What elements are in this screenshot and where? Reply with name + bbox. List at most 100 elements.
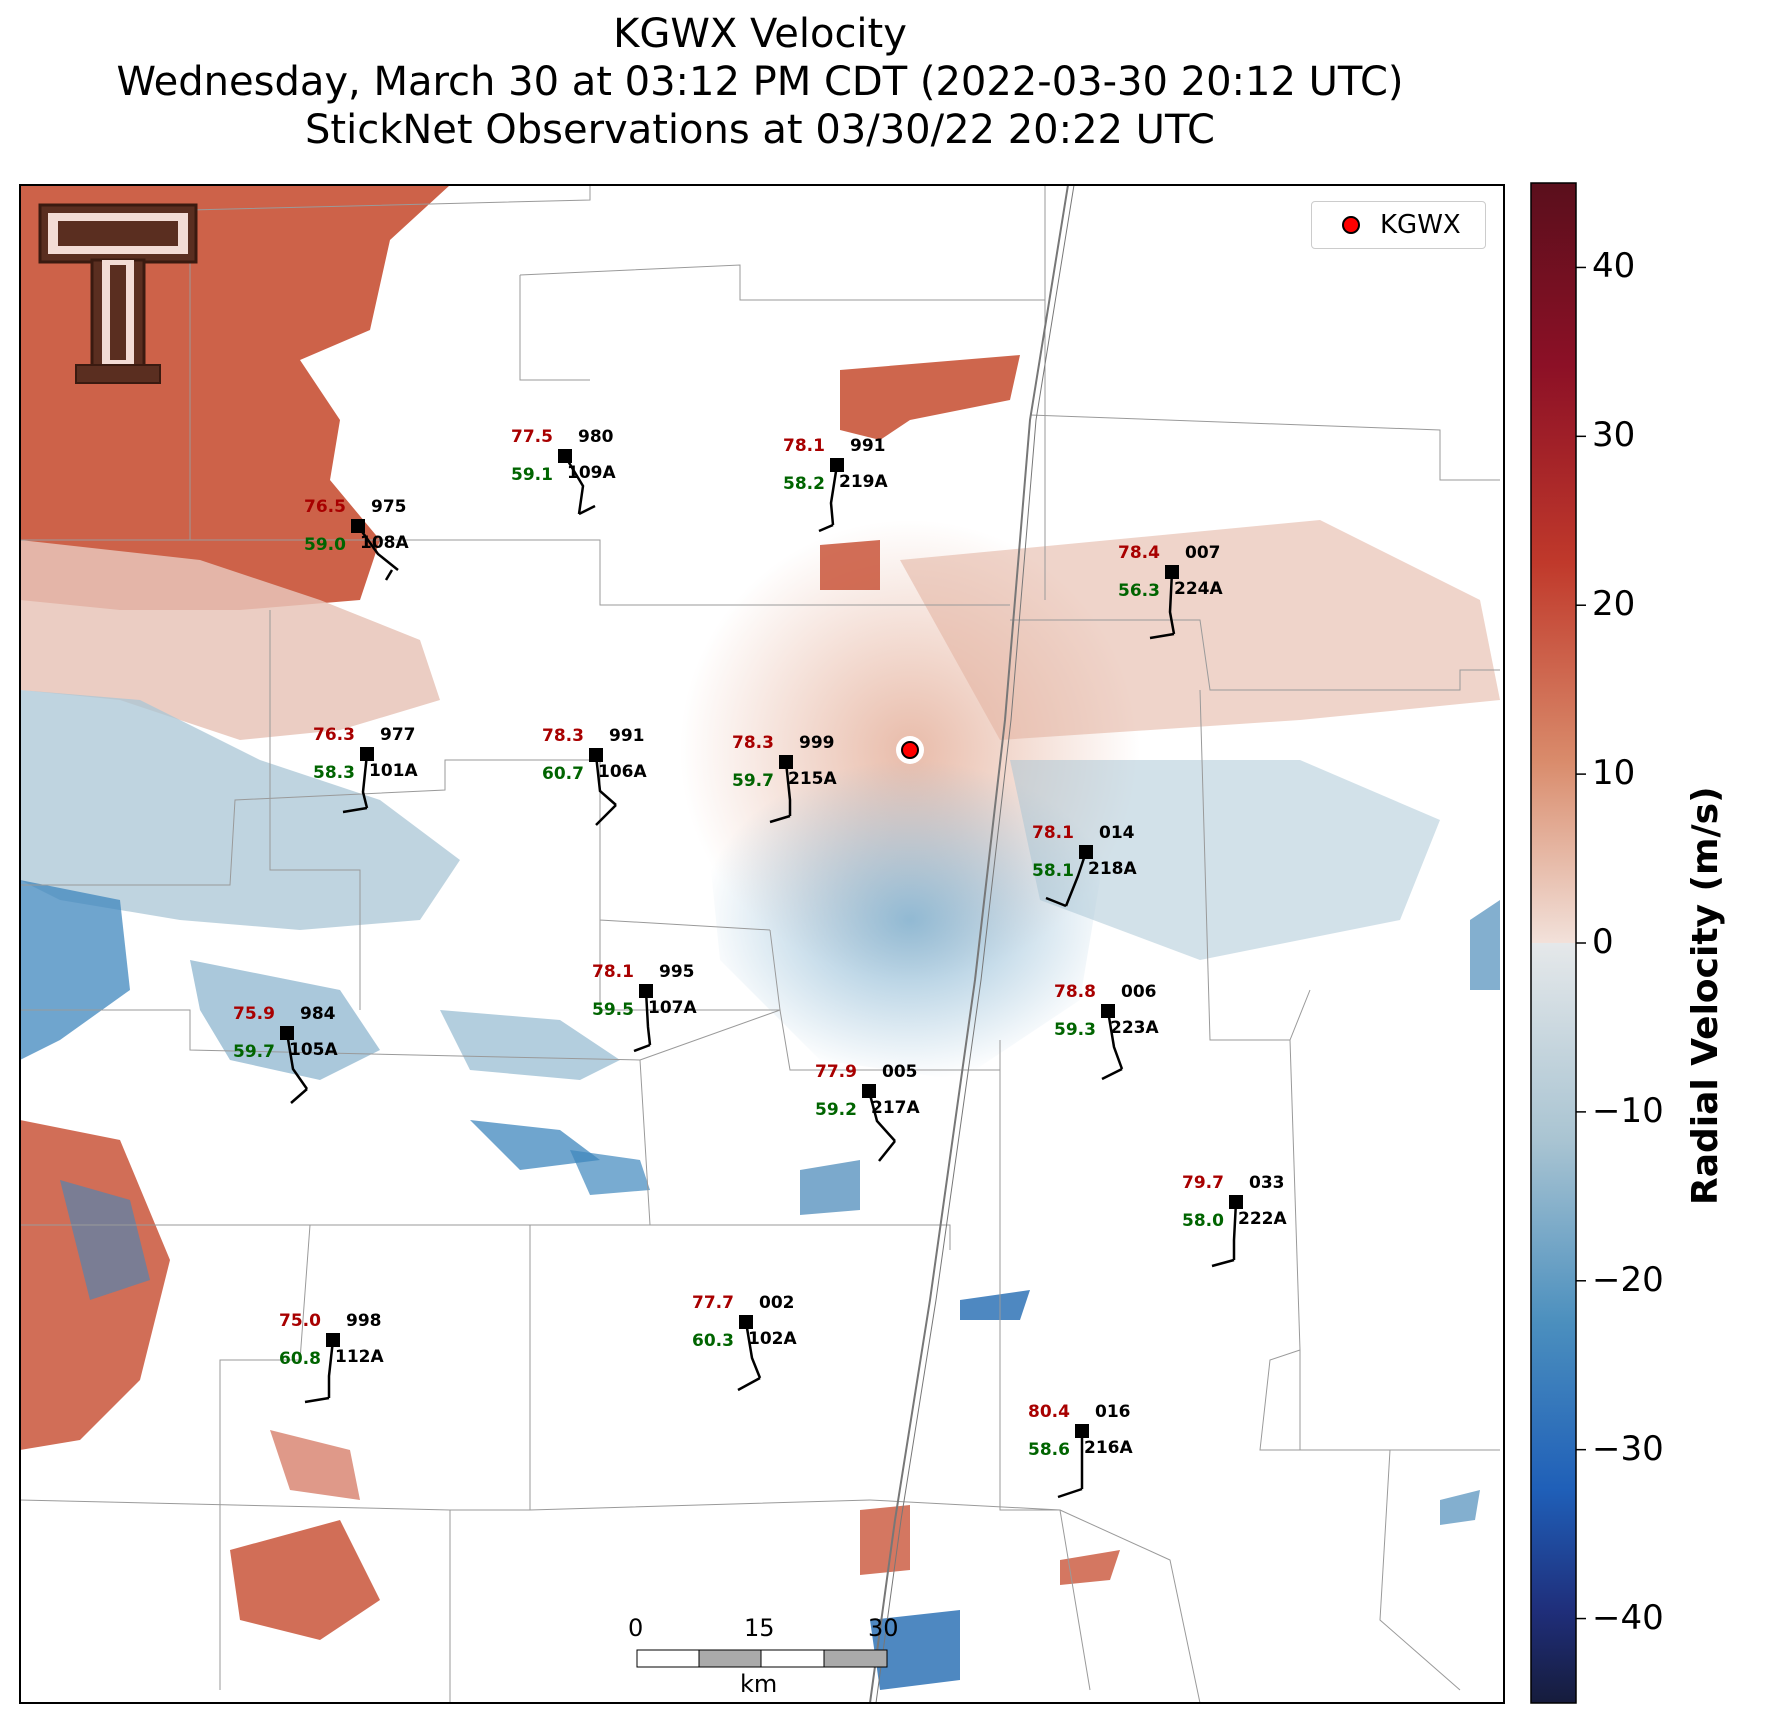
station-id: 224A [1174,579,1223,599]
wind-barb-shaft [829,464,839,526]
station-dewpoint: 58.1 [1032,861,1074,881]
wind-barb-flag [595,804,617,826]
wind-barb-shaft [1064,851,1088,907]
wind-barb-flag [1101,1067,1123,1081]
station-temperature: 78.1 [783,436,825,456]
colorbar-title: Radial Velocity (m/s) [1685,786,1726,1205]
wind-barb-flag [878,1140,896,1162]
station-215A: 78.3 999 59.7 215A [732,733,837,824]
station-dewpoint: 60.7 [542,764,584,784]
station-dewpoint: 58.3 [313,763,355,783]
title-radar: KGWX Velocity [613,11,907,57]
station-temperature: 78.1 [1032,823,1074,843]
scalebar-unit: km [740,1670,778,1698]
station-pressure: 002 [759,1293,795,1313]
station-marker-icon [639,984,653,998]
station-pressure: 991 [609,726,645,746]
wind-barb-flag [737,1376,761,1392]
station-pressure: 977 [380,725,416,745]
station-marker-icon [862,1084,876,1098]
wind-barb-shaft [361,753,369,809]
station-218A: 78.1 014 58.1 218A [1032,823,1137,908]
station-dewpoint: 59.7 [233,1042,275,1062]
legend-marker-icon [1342,216,1360,234]
station-216A: 80.4 016 58.6 216A [1028,1402,1133,1499]
station-pressure: 995 [659,962,695,982]
station-temperature: 75.0 [279,1311,321,1331]
texas-tech-logo [38,203,198,384]
wind-barb-flag [1149,632,1175,640]
colorbar-tick-label: 10 [1592,753,1636,794]
station-id: 109A [567,463,616,483]
station-pressure: 006 [1121,982,1157,1002]
wind-barb-flag [1211,1258,1235,1268]
station-dewpoint: 59.3 [1054,1020,1096,1040]
station-106A: 78.3 991 60.7 106A [542,726,647,826]
station-temperature: 78.3 [732,733,774,753]
station-pressure: 007 [1185,543,1221,563]
station-marker-icon [280,1026,294,1040]
wind-barb-flag [1057,1487,1083,1499]
station-id: 216A [1084,1438,1133,1458]
station-temperature: 78.3 [542,726,584,746]
station-id: 219A [839,472,888,492]
station-pressure: 984 [300,1004,336,1024]
station-temperature: 76.3 [313,725,355,745]
station-dewpoint: 58.0 [1182,1211,1224,1231]
station-marker-icon [351,519,365,533]
state-boundary [869,185,1075,1703]
station-dewpoint: 58.6 [1028,1440,1070,1460]
title-obs: StickNet Observations at 03/30/22 20:22 … [305,107,1215,153]
wind-barb-shaft [644,990,652,1046]
station-id: 218A [1088,859,1137,879]
wind-barb-shaft [867,1090,896,1142]
station-id: 105A [289,1040,338,1060]
station-id: 108A [360,533,409,553]
radar-echoes [20,185,1500,1690]
station-temperature: 79.7 [1182,1173,1224,1193]
wind-barb-flag [304,1396,330,1404]
station-marker-icon [326,1333,340,1347]
station-id: 102A [748,1329,797,1349]
station-dewpoint: 59.5 [592,1000,634,1020]
station-marker-icon [739,1315,753,1329]
wind-barb-shaft [1106,1010,1124,1070]
colorbar-ticks [1576,266,1586,1620]
station-pressure: 016 [1095,1402,1131,1422]
scalebar-tick-15: 15 [744,1614,775,1642]
station-id: 107A [648,998,697,1018]
colorbar-tick-label: −40 [1592,1597,1664,1638]
station-pressure: 998 [346,1311,382,1331]
station-108A: 76.5 975 59.0 108A [304,497,409,581]
station-id: 217A [871,1098,920,1118]
station-marker-icon [1165,565,1179,579]
scale-bar [636,1649,888,1668]
wind-barb-flag [290,1088,308,1104]
station-temperature: 80.4 [1028,1402,1070,1422]
wind-barb-shaft [784,761,792,816]
station-109A: 77.5 980 59.1 109A [511,427,616,516]
wind-barb-shaft [1232,1201,1238,1260]
wind-barb-shaft [356,525,399,571]
station-marker-icon [589,748,603,762]
wind-barb-flag [633,1043,651,1053]
station-temperature: 78.4 [1118,543,1160,563]
station-219A: 78.1 991 58.2 219A [783,436,888,533]
wind-barb-shaft [563,455,585,515]
station-dewpoint: 59.2 [815,1100,857,1120]
station-id: 215A [788,769,837,789]
station-marker-icon [1229,1195,1243,1209]
colorbar-tick-label: 30 [1592,415,1636,456]
station-marker-icon [1101,1004,1115,1018]
wind-barb-flag [342,806,368,814]
wind-barb-flag [1045,896,1067,908]
station-223A: 78.8 006 59.3 223A [1054,982,1159,1081]
station-temperature: 76.5 [304,497,346,517]
wind-barb-shaft [594,754,617,806]
station-pressure: 991 [850,436,886,456]
station-217A: 77.9 005 59.2 217A [815,1062,920,1162]
station-dewpoint: 60.8 [279,1349,321,1369]
sticknet-stations: 76.5 975 59.0 108A 77.5 980 59.1 109A 78.1 991 58.… [233,427,1287,1499]
station-marker-icon [1079,845,1093,859]
station-temperature: 77.9 [815,1062,857,1082]
